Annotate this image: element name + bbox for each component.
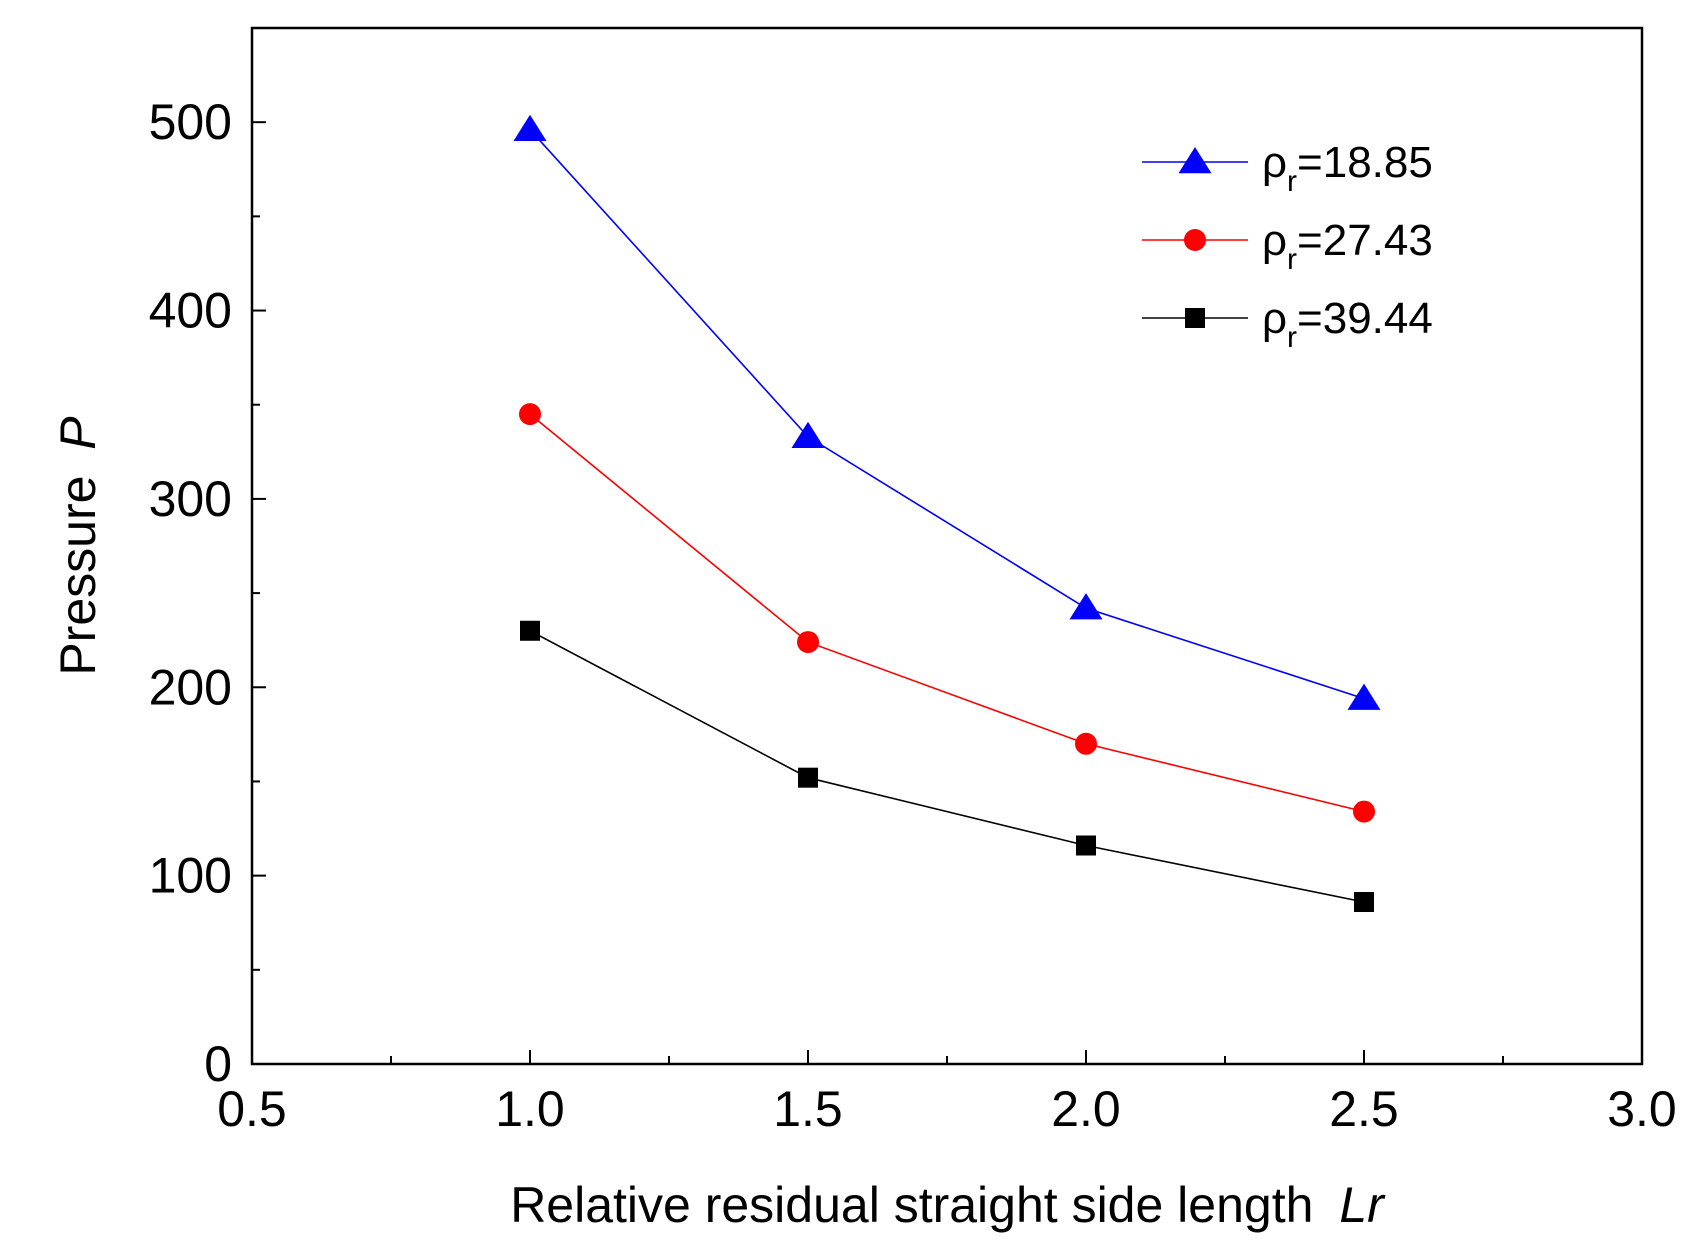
legend-marker-square [1185, 308, 1205, 328]
data-point-square [1076, 835, 1096, 856]
data-point-triangle [1069, 593, 1103, 620]
series-3 [520, 620, 1374, 913]
legend-marker-circle [1184, 229, 1206, 251]
series-line [529, 129, 1365, 700]
legend-symbol: ρ [1262, 294, 1287, 343]
data-point-circle [1353, 800, 1375, 823]
x-axis-title: Relative residual straight side length L… [510, 1177, 1386, 1233]
data-point-triangle [791, 421, 825, 448]
series-2 [519, 403, 1375, 823]
axis-ticks [251, 121, 1643, 1065]
x-tick-label: 2.0 [1051, 1081, 1121, 1137]
legend-entry-2: ρr=27.43 [1142, 216, 1433, 276]
data-point-circle [519, 403, 541, 426]
legend-subscript: r [1287, 321, 1297, 354]
data-point-square [1354, 892, 1374, 913]
x-axis-title-text: Relative residual straight side length [510, 1177, 1313, 1233]
legend-value: =18.85 [1297, 138, 1433, 187]
x-axis-title-symbol: Lr [1339, 1177, 1386, 1233]
legend-subscript: r [1287, 243, 1297, 276]
legend-label: ρr=27.43 [1262, 216, 1433, 276]
x-tick-label: 3.0 [1607, 1081, 1677, 1137]
legend-subscript: r [1287, 165, 1297, 198]
legend-entry-3: ρr=39.44 [1142, 294, 1433, 354]
data-point-circle [797, 631, 819, 654]
data-point-circle [1075, 732, 1097, 755]
y-tick-label: 300 [149, 471, 232, 527]
series-line [529, 413, 1365, 813]
x-tick-label: 1.5 [773, 1081, 843, 1137]
legend-symbol: ρ [1262, 216, 1287, 265]
plot-area-frame [250, 26, 1644, 1066]
data-point-square [520, 620, 540, 641]
data-point-triangle [1347, 683, 1381, 710]
legend-symbol: ρ [1262, 138, 1287, 187]
x-tick-label: 1.0 [495, 1081, 565, 1137]
y-tick-label: 500 [149, 94, 232, 150]
legend-value: =39.44 [1297, 294, 1433, 343]
data-point-triangle [513, 114, 547, 141]
series-layer [513, 114, 1381, 913]
y-tick-label: 400 [149, 283, 232, 339]
y-axis-title: Pressure P [50, 416, 106, 676]
axis-tick-labels: 0.5 1.0 1.5 2.0 2.5 3.0 0 100 200 300 400 500 [149, 94, 1677, 1137]
x-tick-label: 0.5 [217, 1081, 287, 1137]
legend-marker-triangle [1178, 147, 1212, 174]
y-axis-title-symbol: P [50, 416, 106, 450]
legend-label: ρr=39.44 [1262, 294, 1433, 354]
y-tick-label: 0 [204, 1036, 232, 1092]
legend-entry-1: ρr=18.85 [1142, 138, 1433, 198]
data-point-square [798, 767, 818, 788]
series-line [529, 630, 1365, 903]
series-1 [513, 114, 1381, 710]
legend-label: ρr=18.85 [1262, 138, 1433, 198]
x-tick-label: 2.5 [1329, 1081, 1399, 1137]
legend-value: =27.43 [1297, 216, 1433, 265]
y-tick-label: 100 [149, 848, 232, 904]
y-axis-title-text: Pressure [50, 476, 106, 676]
y-tick-label: 200 [149, 659, 232, 715]
